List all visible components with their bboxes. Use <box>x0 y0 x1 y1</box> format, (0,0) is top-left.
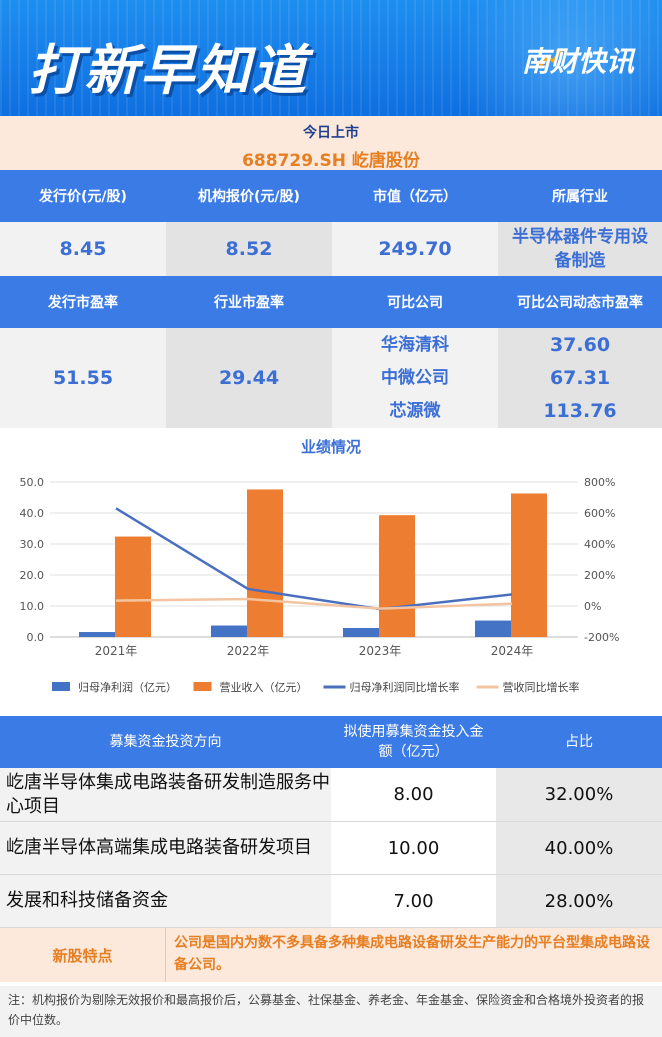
stock-feature: 新股特点 公司是国内为数不多具备多种集成电路设备研发生产能力的平台型集成电路设备… <box>0 928 662 982</box>
comparable-company: 华海清科 <box>381 334 449 355</box>
fund-name: 发展和科技储备资金 <box>0 875 331 927</box>
x-tick-label: 2023年 <box>359 644 402 658</box>
funds-header: 募集资金投资方向 拟使用募集资金投入金额（亿元） 占比 <box>0 716 662 768</box>
header-industry-pe: 行业市盈率 <box>214 295 284 311</box>
fund-row: 发展和科技储备资金 7.00 28.00% <box>0 875 662 928</box>
fund-ratio: 40.00% <box>496 822 662 874</box>
comparable-pe: 113.76 <box>543 399 617 422</box>
performance-chart: 业绩情况 0.0 10.0 20.0 30.0 40.0 50.0 -200% 0% 200% 40… <box>20 438 620 694</box>
line-revenue-growth <box>115 597 513 610</box>
y-tick-label: 20.0 <box>20 569 45 582</box>
inst-price: 8.52 <box>166 222 332 276</box>
listing-label: 今日上市 <box>303 125 359 141</box>
legend-label: 营业收入（亿元） <box>220 680 308 694</box>
fund-row: 屹唐半导体高端集成电路装备研发项目 10.00 40.00% <box>0 822 662 875</box>
legend-label: 归母净利润同比增长率 <box>350 680 460 694</box>
banner-title: 打新早知道 <box>28 39 308 102</box>
y2-tick-label: 600% <box>584 507 615 520</box>
chart-title: 业绩情况 <box>301 438 361 456</box>
stock-name: 688729.SH 屹唐股份 <box>242 151 420 171</box>
y-tick-label: 0.0 <box>27 631 45 644</box>
fund-name: 屹唐半导体高端集成电路装备研发项目 <box>0 822 331 874</box>
feature-text: 公司是国内为数不多具备多种集成电路设备研发生产能力的平台型集成电路设备公司。 <box>174 935 650 973</box>
fund-amount: 7.00 <box>331 875 496 927</box>
line-net-profit-growth <box>115 507 513 611</box>
comparable-pe-list: 37.60 67.31 113.76 <box>498 328 662 428</box>
header-fund-ratio: 占比 <box>565 734 593 750</box>
header-comparable-pe: 可比公司动态市盈率 <box>517 295 643 311</box>
y2-tick-label: -200% <box>584 631 619 644</box>
comparable-pe: 67.31 <box>549 366 611 389</box>
y2-tick-label: 800% <box>584 476 615 489</box>
bar-revenue <box>247 489 283 637</box>
header-issue-pe: 发行市盈率 <box>48 295 118 311</box>
banner: 打新早知道 南财快讯 <box>0 0 662 116</box>
y-tick-label: 40.0 <box>20 507 45 520</box>
brand-logo: 南财快讯 <box>521 45 634 78</box>
y-tick-label: 30.0 <box>20 538 45 551</box>
feature-label: 新股特点 <box>0 928 166 982</box>
bar-net-profit <box>79 632 115 637</box>
legend-label: 营收同比增长率 <box>503 680 580 694</box>
bar-net-profit <box>211 625 247 637</box>
table1-header: 发行价(元/股) 机构报价(元/股) 市值（亿元） 所属行业 <box>0 170 662 222</box>
x-tick-label: 2024年 <box>491 644 534 658</box>
table2-header: 发行市盈率 行业市盈率 可比公司 可比公司动态市盈率 <box>0 276 662 328</box>
fund-ratio: 32.00% <box>496 768 662 821</box>
listing-today: 今日上市 688729.SH 屹唐股份 <box>0 116 662 171</box>
y2-tick-label: 400% <box>584 538 615 551</box>
x-tick-label: 2021年 <box>95 644 138 658</box>
table2-values: 51.55 29.44 华海清科 中微公司 芯源微 37.60 67.31 11… <box>0 328 662 428</box>
comparable-pe: 37.60 <box>549 333 611 356</box>
legend-swatch <box>193 682 212 691</box>
header-market-cap: 市值（亿元） <box>373 189 457 205</box>
footnote: 注：机构报价为剔除无效报价和最高报价后，公募基金、社保基金、养老金、年金基金、保… <box>0 986 662 1037</box>
legend-label: 归母净利润（亿元） <box>78 680 177 694</box>
header-industry: 所属行业 <box>552 189 608 205</box>
bar-revenue <box>379 515 415 637</box>
industry-pe: 29.44 <box>166 328 332 428</box>
table1-values: 8.45 8.52 249.70 半导体器件专用设备制造 <box>0 222 662 276</box>
industry: 半导体器件专用设备制造 <box>498 222 662 276</box>
fund-ratio: 28.00% <box>496 875 662 927</box>
fund-amount: 8.00 <box>331 768 496 821</box>
fund-name: 屹唐半导体集成电路装备研发制造服务中心项目 <box>0 768 331 821</box>
issue-price: 8.45 <box>0 222 166 276</box>
fund-amount: 10.00 <box>331 822 496 874</box>
y-tick-label: 50.0 <box>20 476 45 489</box>
y2-tick-label: 200% <box>584 569 615 582</box>
bar-revenue <box>115 536 151 637</box>
header-inst-price: 机构报价(元/股) <box>198 189 300 205</box>
header-fund-amount: 拟使用募集资金投入金额（亿元） <box>343 724 484 760</box>
market-cap: 249.70 <box>332 222 498 276</box>
issue-pe: 51.55 <box>0 328 166 428</box>
comparable-companies: 华海清科 中微公司 芯源微 <box>332 328 498 428</box>
header-issue-price: 发行价(元/股) <box>39 189 127 205</box>
comparable-company: 中微公司 <box>381 367 449 388</box>
fund-row: 屹唐半导体集成电路装备研发制造服务中心项目 8.00 32.00% <box>0 768 662 822</box>
banner-stripes <box>0 0 662 116</box>
comparable-company: 芯源微 <box>389 400 441 421</box>
header-comparables: 可比公司 <box>387 295 443 311</box>
x-tick-label: 2022年 <box>227 644 270 658</box>
bar-revenue <box>511 493 547 637</box>
banner-glow <box>442 0 662 116</box>
y-tick-label: 10.0 <box>20 600 45 613</box>
y2-tick-label: 0% <box>584 600 601 613</box>
trend-arrow-icon <box>538 48 564 67</box>
legend-swatch <box>52 682 70 691</box>
bar-net-profit <box>475 620 511 637</box>
bar-net-profit <box>343 628 379 637</box>
header-fund-direction: 募集资金投资方向 <box>109 734 222 750</box>
